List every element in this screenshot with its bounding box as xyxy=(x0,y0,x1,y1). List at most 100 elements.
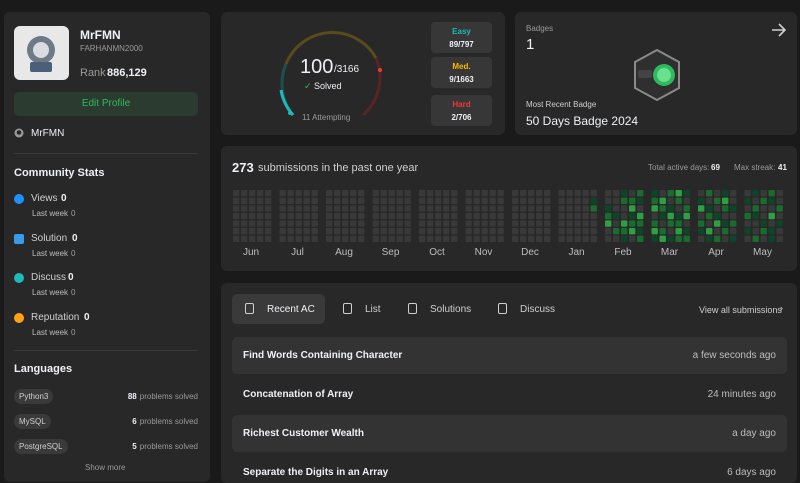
heatmap-cell xyxy=(536,228,543,235)
heatmap-cell xyxy=(473,197,480,204)
heatmap-cell xyxy=(544,235,551,242)
heatmap-cell xyxy=(497,235,504,242)
heatmap-cell xyxy=(427,190,434,197)
heatmap-cell xyxy=(233,197,240,204)
heatmap-cell xyxy=(404,190,411,197)
heatmap-cell xyxy=(651,220,658,227)
heatmap-cell xyxy=(675,212,682,220)
heatmap-cell xyxy=(350,220,357,227)
heatmap-cell xyxy=(295,228,302,235)
heatmap-cell xyxy=(590,220,597,227)
heatmap-cell xyxy=(722,220,729,227)
solved-label: Solved xyxy=(314,81,342,91)
heatmap-cell xyxy=(752,228,759,235)
problem-title[interactable]: Concatenation of Array xyxy=(243,389,354,400)
heatmap-cell xyxy=(582,212,589,220)
problem-title[interactable]: Separate the Digits in an Array xyxy=(243,467,389,478)
heatmap-cell xyxy=(613,190,620,197)
heatmap-cell xyxy=(388,228,395,235)
heatmap-cell xyxy=(714,228,721,235)
heatmap-cell xyxy=(605,235,612,242)
heatmap-cell xyxy=(520,212,527,220)
heatmap-cell xyxy=(265,220,272,227)
heatmap-cell xyxy=(558,197,565,204)
view-all[interactable]: View all submissions xyxy=(699,305,782,315)
heatmap-cell xyxy=(675,235,682,242)
heatmap-cell xyxy=(651,197,658,204)
heatmap-cell xyxy=(380,235,387,242)
heatmap-cell xyxy=(372,190,379,197)
heatmap-cell xyxy=(605,220,612,227)
heatmap-cell xyxy=(342,197,349,204)
tab[interactable]: Recent AC xyxy=(267,304,315,315)
heatmap-cell xyxy=(279,228,286,235)
stat-label: Views xyxy=(31,193,58,204)
max-streak-label: Max streak: xyxy=(734,163,776,172)
stat-icon xyxy=(14,312,24,323)
heatmap-cell xyxy=(637,235,644,242)
language-count-row: 5 problems solved xyxy=(132,442,198,451)
heatmap-cell xyxy=(481,235,488,242)
heatmap-cell xyxy=(404,220,411,227)
heatmap-cell xyxy=(350,228,357,235)
heatmap-cell xyxy=(326,220,333,227)
heatmap-cell xyxy=(768,235,775,242)
tab[interactable]: Solutions xyxy=(430,304,472,315)
heatmap-cell xyxy=(481,212,488,220)
problem-title[interactable]: Richest Customer Wealth xyxy=(243,428,364,439)
difficulty-count: 2/706 xyxy=(451,113,472,122)
heatmap-cell xyxy=(566,205,573,212)
heatmap-cell xyxy=(241,197,248,204)
heatmap-cell xyxy=(698,212,705,220)
heatmap-cell xyxy=(629,235,636,242)
heatmap-cell xyxy=(605,228,612,235)
heatmap-cell xyxy=(706,197,713,204)
language-pill: MySQL xyxy=(14,414,51,429)
tab[interactable]: List xyxy=(365,304,381,315)
heatmap-cell xyxy=(776,220,783,227)
arrow-icon[interactable] xyxy=(770,22,788,38)
heatmap-cell xyxy=(326,212,333,220)
language-suffix: problems solved xyxy=(139,417,198,426)
heatmap-cell xyxy=(637,228,644,235)
heatmap-cell xyxy=(520,205,527,212)
heatmap-cell xyxy=(768,228,775,235)
edit-profile-button[interactable]: Edit Profile xyxy=(14,92,198,116)
tab[interactable]: Discuss xyxy=(520,304,556,315)
heatmap-cell xyxy=(675,228,682,235)
heatmap-cell xyxy=(265,190,272,197)
row-bg xyxy=(232,415,787,452)
stat-value: 0 xyxy=(61,193,67,204)
difficulty-box xyxy=(431,95,492,126)
heatmap-cell xyxy=(419,212,426,220)
heatmap-cell xyxy=(326,235,333,242)
github-name: MrFMN xyxy=(31,128,65,139)
heatmap-cell xyxy=(481,205,488,212)
heatmap-cell xyxy=(558,205,565,212)
heatmap-cell xyxy=(427,235,434,242)
heatmap-cell xyxy=(334,220,341,227)
heatmap-cell xyxy=(287,212,294,220)
heatmap-cell xyxy=(396,190,403,197)
heatmap-cell xyxy=(287,197,294,204)
divider xyxy=(14,350,198,351)
heatmap-cell xyxy=(544,220,551,227)
heatmap-cell xyxy=(396,235,403,242)
heatmap-cell xyxy=(683,197,690,204)
heatmap-cell xyxy=(722,212,729,220)
heatmap-cell xyxy=(544,228,551,235)
month-label: Dec xyxy=(521,247,539,258)
last-week-value: 0 xyxy=(71,248,76,258)
difficulty-box xyxy=(431,57,492,88)
heatmap-cell xyxy=(637,212,644,220)
heatmap-cell xyxy=(404,235,411,242)
heatmap-cell xyxy=(722,205,729,212)
show-more[interactable]: Show more xyxy=(85,463,126,472)
heatmap-cell xyxy=(582,220,589,227)
heatmap-cell xyxy=(443,205,450,212)
heatmap-cell xyxy=(358,197,365,204)
stat-label: Solution xyxy=(31,232,68,244)
heatmap-cell xyxy=(350,205,357,212)
problem-title[interactable]: Find Words Containing Character xyxy=(243,350,403,361)
heatmap-cell xyxy=(257,228,264,235)
